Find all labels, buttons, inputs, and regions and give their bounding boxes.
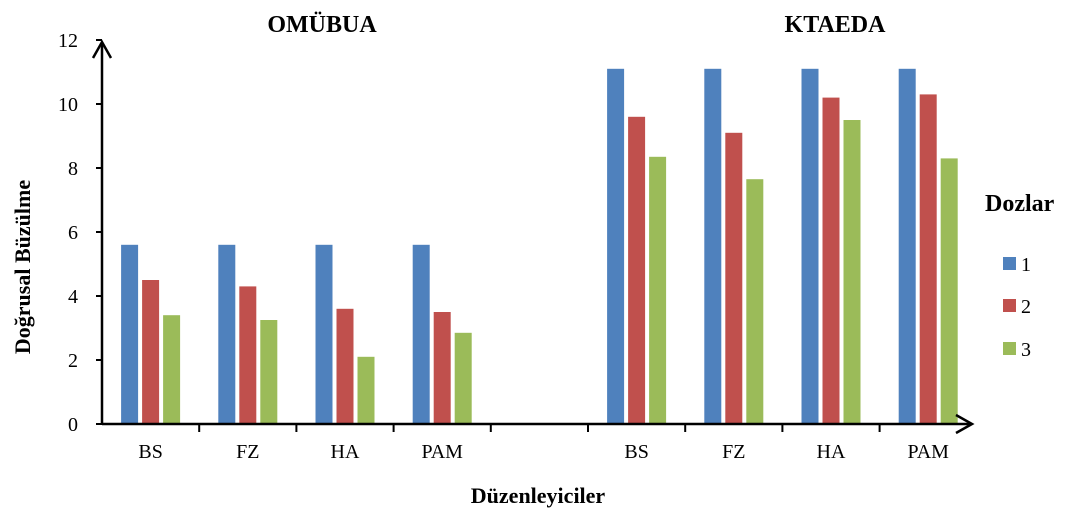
legend: Dozlar 1 2 3 <box>985 191 1055 361</box>
x-tick-label: PAM <box>907 441 949 463</box>
y-axis-arrow <box>91 39 113 59</box>
bar-dose-1-5 <box>704 68 722 425</box>
legend-title: Dozlar <box>985 191 1055 217</box>
bar-dose-3-6 <box>843 120 861 424</box>
y-axis-title: Doğrusal Büzülme <box>10 180 35 354</box>
bar-dose-1-0 <box>121 244 139 424</box>
y-tick-labels: 0 2 4 6 8 10 12 <box>58 30 78 436</box>
x-tick-label: HA <box>817 441 846 463</box>
bar-dose-3-3 <box>454 332 472 424</box>
y-tick-label: 8 <box>68 158 78 180</box>
bar-dose-2-2 <box>336 308 354 424</box>
bar-dose-1-7 <box>898 68 916 425</box>
legend-label-3: 3 <box>1021 339 1031 361</box>
bar-dose-1-4 <box>607 68 625 425</box>
bar-dose-1-2 <box>315 244 333 424</box>
x-axis-title: Düzenleyiciler <box>471 483 606 508</box>
bar-dose-1-6 <box>801 68 819 425</box>
bars-layer <box>121 68 958 425</box>
y-tick-label: 4 <box>68 286 78 308</box>
legend-label-1: 1 <box>1021 254 1031 276</box>
bar-dose-2-7 <box>919 94 937 425</box>
legend-label-2: 2 <box>1021 296 1031 318</box>
bar-dose-3-7 <box>940 158 958 424</box>
x-tick-labels: BS FZ HA PAM BS FZ HA PAM <box>138 441 949 463</box>
bar-dose-3-5 <box>746 179 764 424</box>
y-tick-label: 6 <box>68 222 78 244</box>
x-tick-label: PAM <box>421 441 463 463</box>
bar-dose-2-3 <box>433 312 451 424</box>
x-axis-arrow <box>955 413 975 435</box>
y-tick-label: 12 <box>58 30 78 52</box>
x-tick-label: FZ <box>722 441 745 463</box>
legend-swatch-2 <box>1003 299 1016 312</box>
bar-dose-1-1 <box>218 244 236 424</box>
group-title-ktaeda: KTAEDA <box>785 12 887 38</box>
bar-dose-1-3 <box>412 244 430 424</box>
x-tick-label: HA <box>331 441 360 463</box>
bar-dose-2-6 <box>822 97 840 424</box>
x-tick-label: BS <box>624 441 648 463</box>
y-tick-label: 0 <box>68 414 78 436</box>
bar-dose-2-0 <box>142 280 160 424</box>
legend-swatch-3 <box>1003 342 1016 355</box>
bar-dose-2-4 <box>628 116 646 425</box>
bar-dose-3-2 <box>357 356 375 424</box>
group-title-omubua: OMÜBUA <box>267 12 377 38</box>
y-tick-label: 2 <box>68 350 78 372</box>
bar-dose-3-4 <box>649 156 667 425</box>
legend-swatch-1 <box>1003 257 1016 270</box>
bar-dose-2-1 <box>239 286 257 424</box>
bar-dose-3-0 <box>163 315 181 424</box>
bar-dose-3-1 <box>260 320 278 424</box>
y-tick-label: 10 <box>58 94 78 116</box>
x-tick-label: FZ <box>236 441 259 463</box>
x-tick-label: BS <box>138 441 162 463</box>
axes-layer <box>91 39 975 435</box>
bar-dose-2-5 <box>725 132 743 425</box>
